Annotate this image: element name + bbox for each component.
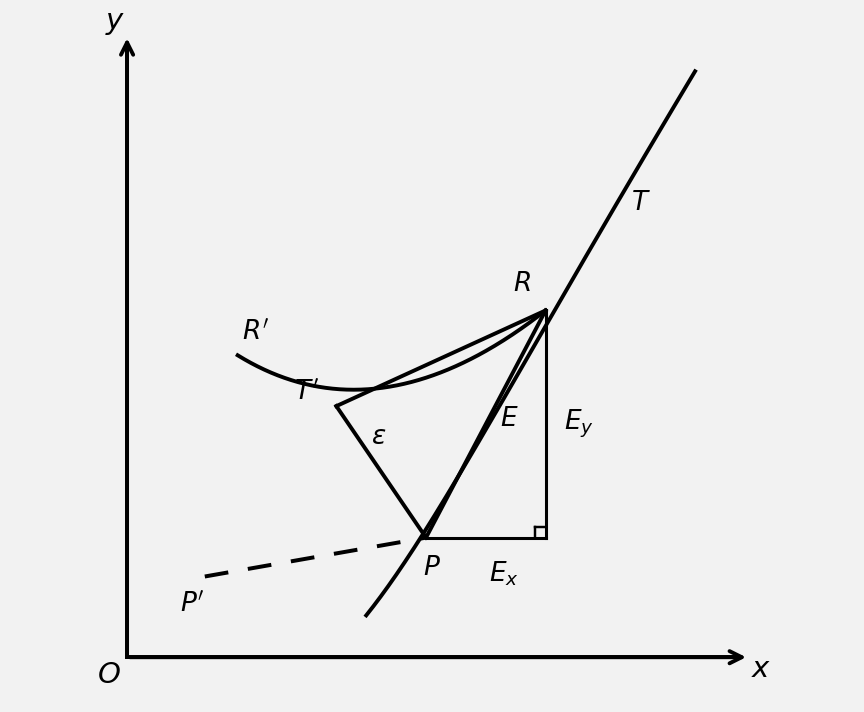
Text: $x$: $x$ bbox=[751, 655, 771, 684]
Text: $E_x$: $E_x$ bbox=[489, 559, 518, 588]
Text: $P$: $P$ bbox=[423, 555, 441, 580]
Text: $T'$: $T'$ bbox=[294, 378, 319, 404]
Text: $P'$: $P'$ bbox=[181, 590, 205, 617]
Text: $R'$: $R'$ bbox=[242, 318, 270, 345]
Text: $O$: $O$ bbox=[98, 661, 121, 689]
Text: $R$: $R$ bbox=[512, 271, 530, 296]
Text: $\varepsilon$: $\varepsilon$ bbox=[371, 424, 386, 449]
Text: $E$: $E$ bbox=[500, 406, 519, 431]
Text: $T$: $T$ bbox=[632, 190, 651, 215]
Text: $E_y$: $E_y$ bbox=[563, 408, 594, 440]
Text: $y$: $y$ bbox=[105, 9, 125, 38]
